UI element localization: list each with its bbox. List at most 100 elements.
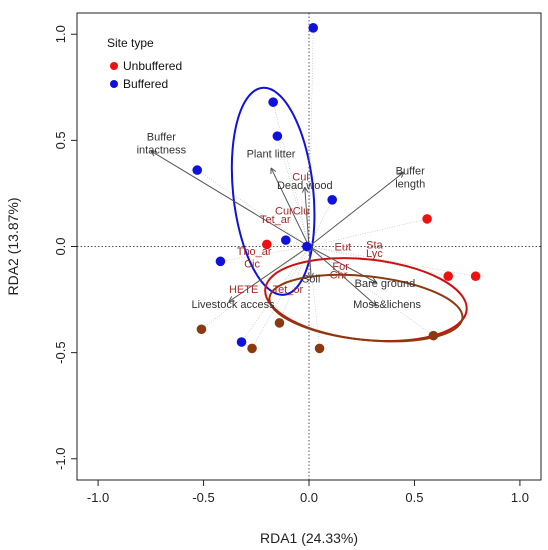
env-vector-label-line: Moss&lichens [353,299,421,311]
env-vector-label: Plant litter [247,148,296,160]
site-point-buffered [192,165,203,175]
site-point-buffered [308,23,319,33]
env-vector-arrow [308,246,312,279]
species-label: Tho_ar [237,246,272,258]
x-tick-label: 0.5 [405,490,423,505]
env-vector-head [150,150,157,157]
y-tick-label: 0.5 [53,131,68,149]
site-point-buffered [268,97,278,107]
x-axis-title: RDA1 (24.33%) [260,530,358,546]
env-vector-label: Buffer length [395,165,425,190]
group-ellipse-2 [268,273,464,343]
site-connector [201,246,310,330]
y-axis-ticks: -1.0 -0.5 0.0 0.5 1.0 [53,25,77,470]
species-label: Chr [330,269,348,281]
site-connector [308,246,476,277]
env-vector-arrow [308,246,377,284]
x-axis-ticks: -1.0 -0.5 0.0 0.5 1.0 [87,480,529,505]
x-tick-label: 1.0 [511,490,529,505]
site-point-buffered [281,235,291,245]
site-point-buffered [302,241,312,252]
y-tick-label: 0.0 [53,237,68,255]
legend-swatch-unbuffered [110,62,118,70]
y-tick-label: 1.0 [53,25,68,43]
y-axis-title: RDA2 (13.87%) [5,197,21,295]
env-vector-head [301,186,309,193]
env-vector-head [307,272,314,279]
legend-title: Site type [107,36,154,50]
legend: Site type Unbuffered Buffered [107,36,182,91]
site-connector [197,169,310,247]
y-tick-label: -1.0 [53,448,68,470]
site-point-other [247,343,257,354]
site-point-unbuffered [262,239,272,250]
env-vector-label: Buffer intactness [137,131,187,156]
site-point-unbuffered [422,214,432,224]
env-vector-label-line: Livestock access [191,299,275,311]
env-vector-label-line: Soil [302,274,320,286]
site-connector [277,136,310,247]
site-point-other [196,324,207,335]
env-vector-label-line: Dead wood [277,180,333,192]
site-connector [308,27,314,247]
env-vector-label-line: length [395,178,425,190]
species-label: Eut [334,242,351,254]
env-vector-label-line: Bare ground [355,278,416,290]
legend-label-unbuffered: Unbuffered [123,59,182,73]
group-ellipse-0 [230,86,316,296]
site-connector [279,246,310,324]
species-label: Lyc [366,248,383,260]
group-ellipses [230,86,468,343]
species-label: CurClu [275,206,309,218]
site-point-other [274,318,285,328]
species-label: Tet_or [273,284,304,296]
env-vector-label: Moss&lichens [353,299,421,311]
x-tick-label: 0.0 [300,490,318,505]
species-label: Cul [292,172,309,184]
env-vector-head [370,277,377,284]
env-vector-head [397,171,405,178]
legend-swatch-buffered [110,80,118,88]
site-point-unbuffered [443,271,454,282]
legend-label-buffered: Buffered [123,77,168,91]
env-vector-arrow [228,246,310,303]
site-point-buffered [327,195,338,205]
site-point-buffered [236,337,247,347]
env-vector-label: Livestock access [191,299,275,311]
env-vector-label-line: Buffer [396,165,425,177]
species-label: HETE [229,284,258,296]
env-vector-label-line: Plant litter [247,148,296,160]
y-tick-label: -0.5 [53,341,68,363]
site-connector [266,244,310,247]
species-label: For [332,261,349,273]
x-tick-label: -1.0 [87,490,109,505]
site-connector [251,246,310,349]
site-connector [308,246,434,336]
site-point-buffered [215,256,226,267]
env-vector-head [228,296,235,303]
site-points [192,23,481,354]
env-vector-arrow [308,246,377,307]
species-label: Sta [366,240,383,252]
site-connector [308,199,333,247]
env-vector-arrow [308,171,405,247]
site-connector [308,218,428,247]
env-vector-arrow [304,187,310,247]
species-label: Cic [244,259,260,271]
site-connector [308,246,320,349]
site-point-other [428,330,439,341]
env-vector-arrow [270,167,310,247]
env-vector-label: Bare ground [355,278,416,290]
env-vector-label: Soil [302,274,320,286]
env-vector-head [270,167,277,174]
env-vector-label-line: Buffer [147,131,176,143]
env-vector-label-line: intactness [137,144,187,156]
env-vector-head [370,300,377,307]
x-tick-label: -0.5 [192,490,214,505]
site-point-buffered [272,131,283,141]
site-point-other [314,343,325,354]
env-vector-arrow [150,150,310,247]
